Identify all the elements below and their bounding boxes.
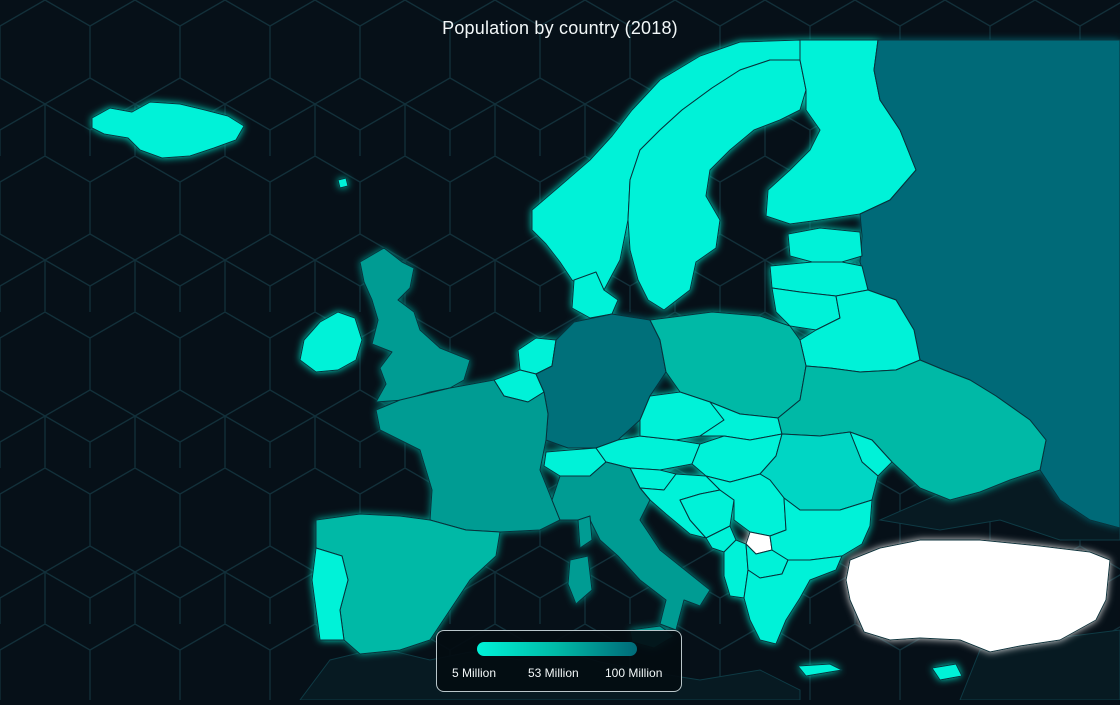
country-portugal[interactable]	[311, 547, 349, 641]
country-estonia[interactable]	[787, 227, 863, 263]
legend-max-label: 100 Million	[605, 666, 663, 680]
country-albania[interactable]	[723, 539, 749, 599]
country-cyprus[interactable]	[931, 663, 963, 681]
legend-color-bar	[477, 642, 637, 656]
country-denmark[interactable]	[571, 271, 619, 319]
country-turkey[interactable]	[845, 539, 1111, 653]
map-legend: 5 Million 53 Million 100 Million	[436, 630, 682, 692]
country-italy[interactable]	[551, 461, 711, 631]
island-sardinia[interactable]	[567, 555, 593, 605]
island-faroe	[337, 177, 349, 189]
island-crete[interactable]	[797, 663, 843, 677]
country-iceland[interactable]	[91, 101, 245, 159]
country-bosnia[interactable]	[679, 489, 735, 539]
country-greece[interactable]	[743, 555, 843, 645]
legend-mid-label: 53 Million	[528, 666, 579, 680]
island-corsica[interactable]	[577, 515, 593, 549]
country-layer	[91, 39, 1120, 681]
country-sweden[interactable]	[627, 59, 807, 311]
legend-min-label: 5 Million	[452, 666, 497, 680]
map-title: Population by country (2018)	[442, 18, 678, 38]
country-ireland[interactable]	[299, 311, 363, 373]
